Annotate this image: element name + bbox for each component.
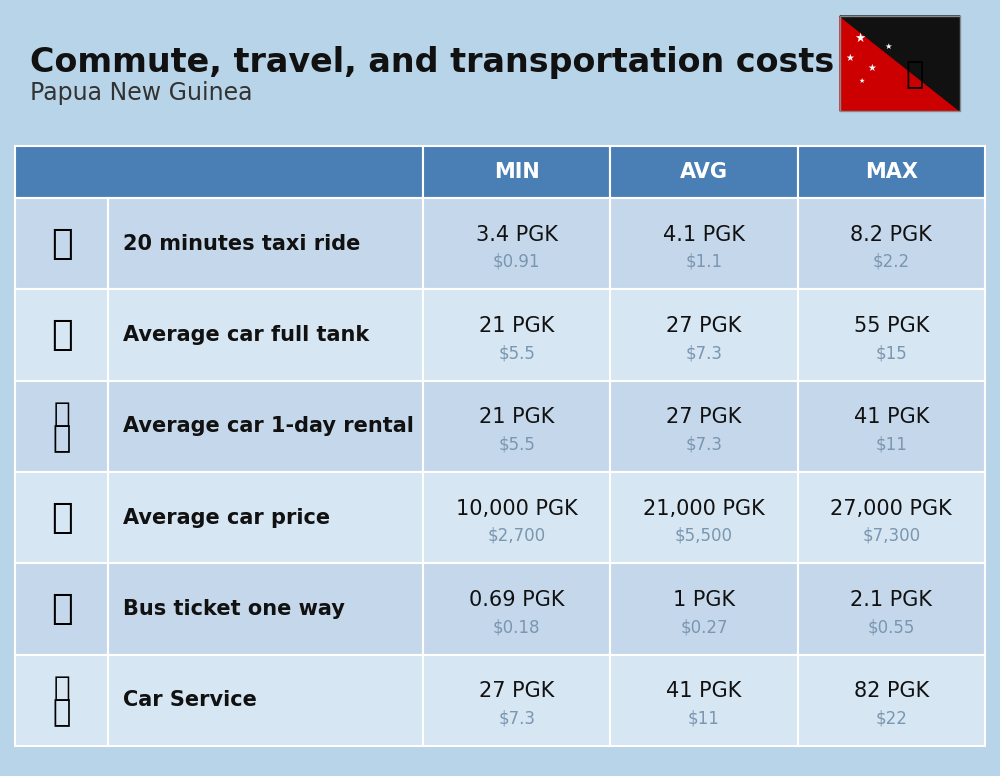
Text: $7.3: $7.3	[686, 435, 722, 454]
Bar	[15, 381, 108, 472]
Bar	[108, 198, 423, 289]
Text: $0.27: $0.27	[680, 618, 728, 636]
Text: 27 PGK: 27 PGK	[666, 407, 742, 428]
Text: 41 PGK: 41 PGK	[854, 407, 929, 428]
Text: 20 minutes taxi ride: 20 minutes taxi ride	[123, 234, 360, 254]
Text: 8.2 PGK: 8.2 PGK	[850, 224, 932, 244]
Bar	[423, 289, 610, 381]
Text: 🔧: 🔧	[53, 674, 70, 702]
Bar	[108, 381, 423, 472]
Bar	[423, 198, 610, 289]
Text: 21 PGK: 21 PGK	[479, 407, 554, 428]
Text: 🚙: 🚙	[52, 424, 71, 454]
Text: Average car price: Average car price	[123, 508, 330, 528]
Bar	[798, 655, 985, 746]
Text: 2.1 PGK: 2.1 PGK	[850, 590, 932, 610]
Bar	[840, 16, 960, 111]
Text: $0.18: $0.18	[493, 618, 540, 636]
Bar	[108, 655, 423, 746]
Bar	[610, 381, 798, 472]
Text: 21,000 PGK: 21,000 PGK	[643, 498, 765, 518]
Text: MAX: MAX	[865, 162, 918, 182]
Text: $11: $11	[875, 435, 907, 454]
Bar	[15, 146, 423, 198]
Text: ⛽: ⛽	[51, 318, 72, 352]
Text: AVG: AVG	[680, 162, 728, 182]
Bar	[798, 472, 985, 563]
Text: 82 PGK: 82 PGK	[854, 681, 929, 702]
Bar	[610, 563, 798, 655]
Text: 27,000 PGK: 27,000 PGK	[830, 498, 952, 518]
Bar	[108, 472, 423, 563]
Text: $5.5: $5.5	[498, 345, 535, 362]
Text: ★: ★	[868, 63, 876, 73]
Text: $0.91: $0.91	[493, 253, 540, 271]
Bar	[423, 381, 610, 472]
Bar	[423, 146, 610, 198]
Text: Average car 1-day rental: Average car 1-day rental	[123, 417, 414, 436]
Bar	[423, 472, 610, 563]
Text: Commute, travel, and transportation costs: Commute, travel, and transportation cost…	[30, 46, 834, 79]
Text: $15: $15	[875, 345, 907, 362]
Polygon shape	[840, 16, 960, 111]
Text: 3.4 PGK: 3.4 PGK	[476, 224, 558, 244]
Bar	[108, 289, 423, 381]
Bar	[610, 472, 798, 563]
Bar	[423, 655, 610, 746]
Bar	[610, 146, 798, 198]
Bar	[15, 198, 108, 289]
Text: $2,700: $2,700	[488, 527, 546, 545]
Text: 🚗: 🚗	[51, 501, 72, 535]
Bar	[798, 381, 985, 472]
Polygon shape	[840, 16, 960, 111]
Bar	[15, 563, 108, 655]
Text: 🚌: 🚌	[51, 592, 72, 626]
Bar	[610, 655, 798, 746]
Text: $11: $11	[688, 709, 720, 728]
Bar	[798, 563, 985, 655]
Text: 🚗: 🚗	[52, 698, 71, 728]
Text: 🔑: 🔑	[53, 400, 70, 428]
Text: $7.3: $7.3	[686, 345, 722, 362]
Text: 55 PGK: 55 PGK	[854, 316, 929, 336]
Text: $7,300: $7,300	[862, 527, 920, 545]
Text: $1.1: $1.1	[685, 253, 723, 271]
Text: 4.1 PGK: 4.1 PGK	[663, 224, 745, 244]
Text: $5.5: $5.5	[498, 435, 535, 454]
Text: 27 PGK: 27 PGK	[666, 316, 742, 336]
Text: 🦅: 🦅	[905, 61, 924, 89]
Text: MIN: MIN	[494, 162, 540, 182]
Text: ★: ★	[884, 41, 892, 50]
Text: $0.55: $0.55	[868, 618, 915, 636]
Text: Papua New Guinea: Papua New Guinea	[30, 81, 252, 105]
Bar	[15, 655, 108, 746]
Bar	[798, 146, 985, 198]
Text: 27 PGK: 27 PGK	[479, 681, 554, 702]
Text: 10,000 PGK: 10,000 PGK	[456, 498, 578, 518]
Bar	[798, 289, 985, 381]
Bar	[15, 289, 108, 381]
Text: ★: ★	[859, 78, 865, 84]
Text: $2.2: $2.2	[873, 253, 910, 271]
Text: Car Service: Car Service	[123, 691, 257, 710]
Text: 41 PGK: 41 PGK	[666, 681, 742, 702]
Bar	[610, 289, 798, 381]
Text: 21 PGK: 21 PGK	[479, 316, 554, 336]
Bar	[610, 198, 798, 289]
Text: $7.3: $7.3	[498, 709, 535, 728]
Text: Bus ticket one way: Bus ticket one way	[123, 599, 345, 619]
Text: $5,500: $5,500	[675, 527, 733, 545]
Text: 🚕: 🚕	[51, 227, 72, 261]
Text: Average car full tank: Average car full tank	[123, 325, 369, 345]
Text: $22: $22	[875, 709, 907, 728]
Bar	[15, 472, 108, 563]
Text: 1 PGK: 1 PGK	[673, 590, 735, 610]
Text: ★: ★	[854, 32, 866, 44]
Bar	[798, 198, 985, 289]
Text: 0.69 PGK: 0.69 PGK	[469, 590, 564, 610]
Text: ★: ★	[846, 53, 854, 63]
Bar	[423, 563, 610, 655]
Bar	[108, 563, 423, 655]
